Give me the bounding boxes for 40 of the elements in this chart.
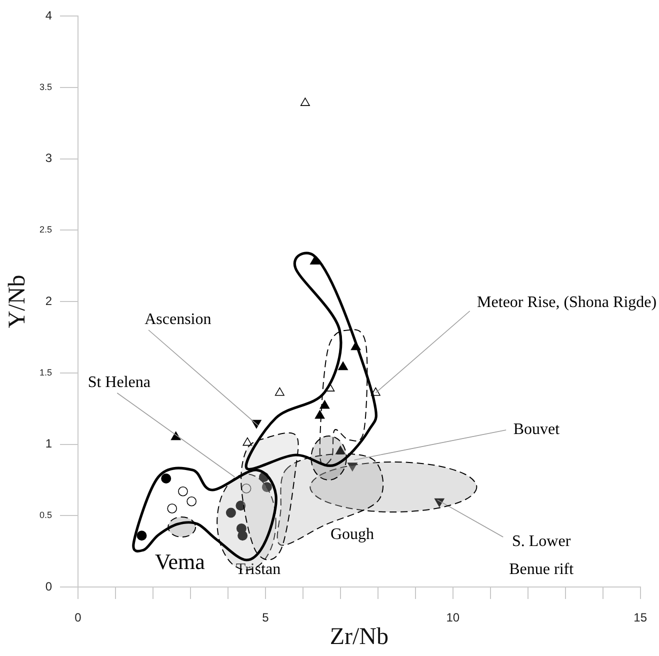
annotation: Vema [154,548,206,574]
y-tick-label: 1 [45,436,52,451]
y-axis-title: Y/Nb [4,274,31,328]
x-axis-title: Zr/Nb [330,624,388,650]
point [320,400,330,409]
point [314,410,325,419]
y-tick-label: 3.5 [39,82,52,92]
y-tick-label: 0.5 [39,510,52,520]
annotation: Meteor Rise, (Shona Rigde) [477,294,657,312]
annotation: S. Lower Benue rift [509,533,574,578]
point [338,362,348,370]
point [241,484,252,494]
x-tick-label: 5 [262,610,270,625]
annotation: Gough [330,526,374,544]
point [161,474,172,484]
point [226,508,236,518]
annotation: Bouvet [513,421,560,438]
y-tick-label: 0 [45,579,52,594]
point [274,387,284,396]
x-tick-label: 15 [634,610,648,625]
point [300,98,310,106]
annotation: St Helena [88,374,150,392]
y-tick-label: 1.5 [39,367,52,378]
point [186,496,196,506]
y-tick-label: 3 [45,151,52,166]
point [236,500,246,511]
point [167,504,177,514]
point [238,530,248,541]
point [178,486,188,496]
y-tick-label: 4 [45,8,52,22]
y-tick-label: 2.5 [39,224,52,235]
point [136,530,147,541]
y-tick-label: 2 [45,294,52,308]
x-tick-label: 10 [446,610,460,625]
point [336,446,346,454]
annotation: Ascension [144,311,212,328]
point [262,482,272,492]
x-tick-label: 0 [74,610,82,625]
annotation: Tristan [236,561,281,578]
point [242,437,252,446]
